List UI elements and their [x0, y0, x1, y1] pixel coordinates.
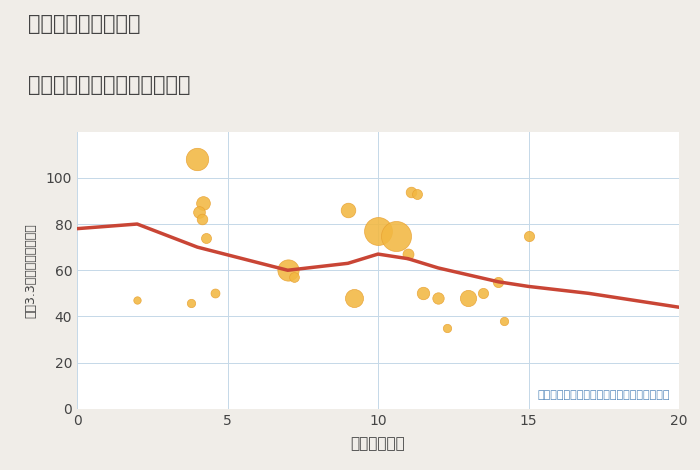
Point: [372, 227, 384, 235]
Point: [463, 294, 474, 302]
Point: [405, 188, 416, 196]
Point: [132, 297, 143, 304]
Point: [402, 251, 414, 258]
Point: [477, 290, 489, 297]
X-axis label: 駅距離（分）: 駅距離（分）: [351, 436, 405, 451]
Text: 円の大きさは、取引のあった物件面積を示す: 円の大きさは、取引のあった物件面積を示す: [538, 390, 670, 400]
Point: [349, 294, 360, 302]
Point: [201, 234, 212, 242]
Point: [282, 266, 293, 274]
Point: [493, 278, 504, 286]
Y-axis label: 坪（3.3㎡）単価（万円）: 坪（3.3㎡）単価（万円）: [25, 223, 37, 318]
Point: [417, 290, 428, 297]
Point: [442, 324, 453, 332]
Point: [192, 156, 203, 163]
Point: [288, 274, 300, 281]
Text: 駅距離別中古マンション価格: 駅距離別中古マンション価格: [28, 75, 190, 95]
Point: [412, 190, 423, 198]
Point: [342, 206, 354, 214]
Point: [198, 199, 209, 207]
Point: [186, 299, 197, 306]
Point: [196, 216, 207, 223]
Point: [499, 317, 510, 325]
Text: 三重県桑名市友村の: 三重県桑名市友村の: [28, 14, 141, 34]
Point: [391, 232, 402, 239]
Point: [433, 294, 444, 302]
Point: [193, 209, 204, 216]
Point: [210, 290, 221, 297]
Point: [523, 232, 534, 239]
